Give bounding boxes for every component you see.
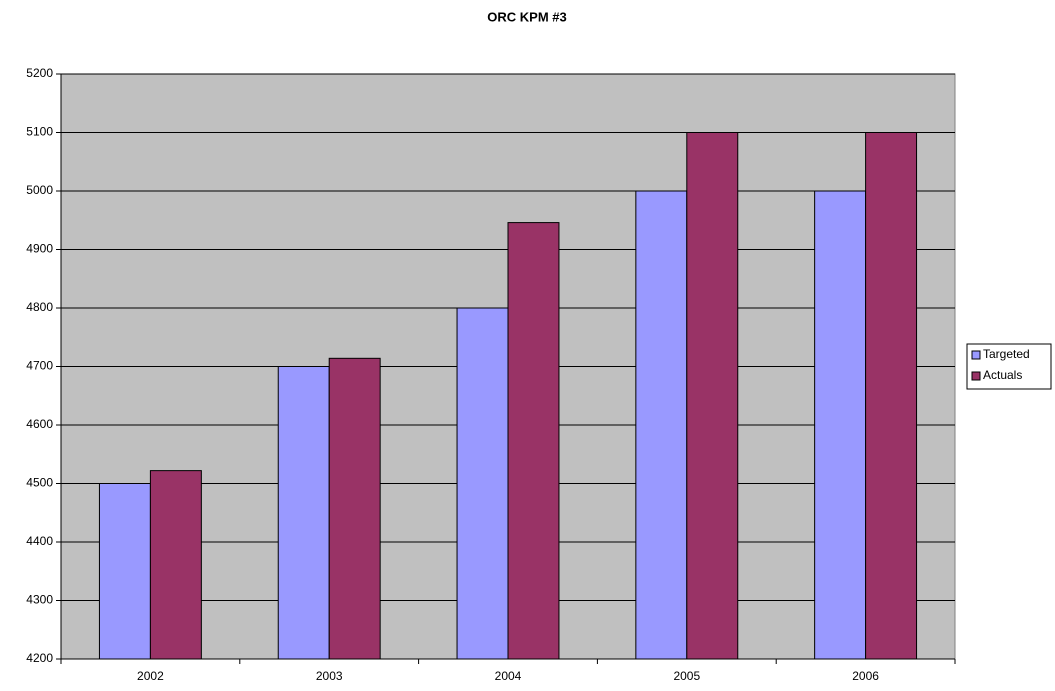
x-tick-label: 2002 <box>137 669 164 683</box>
bar <box>686 132 739 660</box>
y-tick-label: 4200 <box>26 651 53 665</box>
bar <box>328 357 381 660</box>
y-tick-label: 5100 <box>26 125 53 139</box>
chart-title: ORC KPM #3 <box>487 9 566 24</box>
y-tick-label: 5200 <box>26 66 53 80</box>
bar <box>456 307 509 660</box>
y-tick-label: 4900 <box>26 242 53 256</box>
bar <box>865 132 918 660</box>
x-tick-label: 2005 <box>673 669 700 683</box>
legend <box>966 343 1052 390</box>
bar <box>277 366 330 660</box>
y-tick-label: 4500 <box>26 476 53 490</box>
legend-swatch <box>971 350 981 360</box>
bar <box>814 190 867 660</box>
legend-label: Targeted <box>983 347 1030 361</box>
y-tick-label: 4600 <box>26 417 53 431</box>
bar <box>98 483 151 660</box>
bar <box>507 222 560 660</box>
x-tick-label: 2006 <box>852 669 879 683</box>
y-tick-label: 4700 <box>26 359 53 373</box>
y-tick-label: 5000 <box>26 183 53 197</box>
legend-swatch <box>971 371 981 381</box>
y-tick-label: 4800 <box>26 300 53 314</box>
x-tick-label: 2004 <box>495 669 522 683</box>
x-tick-label: 2003 <box>316 669 343 683</box>
y-tick-label: 4300 <box>26 593 53 607</box>
bar <box>149 470 202 660</box>
y-tick-label: 4400 <box>26 534 53 548</box>
bar <box>635 190 688 660</box>
legend-label: Actuals <box>983 368 1022 382</box>
